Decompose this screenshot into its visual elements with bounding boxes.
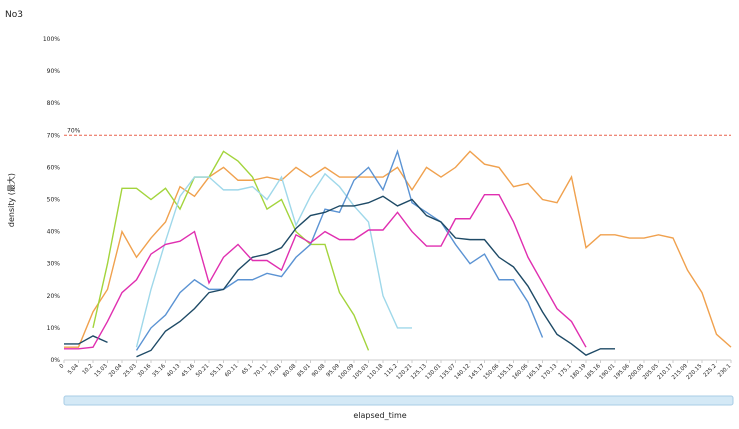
series-line (64, 195, 615, 358)
y-tick-label: 10% (47, 325, 61, 332)
x-tick-label: 60.11 (224, 363, 239, 378)
threshold-label: 70% (67, 127, 81, 134)
series-line (92, 150, 370, 351)
chart-title: No3 (5, 10, 23, 20)
x-tick-label: 40.13 (166, 363, 182, 379)
x-tick-label: 0 (59, 363, 66, 370)
y-tick-label: 80% (47, 100, 61, 107)
y-tick-label: 30% (47, 261, 61, 268)
y-tick-label: 20% (47, 293, 61, 300)
x-tick-label: 85.01 (297, 363, 312, 378)
series-line (64, 150, 732, 348)
series-line (64, 193, 587, 350)
x-tick-label: 15.03 (94, 363, 110, 379)
x-tick-label: 50.21 (195, 363, 210, 378)
x-tick-label: 90.08 (311, 363, 327, 379)
x-tick-label: 30.16 (137, 363, 153, 379)
x-tick-label: 45.16 (181, 363, 197, 379)
series-line (135, 172, 412, 348)
x-tick-label: 70.11 (253, 363, 268, 378)
x-tick-label: 220.15 (686, 363, 704, 381)
scrollbar[interactable] (63, 395, 734, 406)
x-axis-label: elapsed_time (353, 411, 406, 420)
x-tick-label: 230.1 (717, 363, 732, 378)
x-tick-label: 75.01 (268, 363, 283, 378)
y-tick-label: 40% (47, 229, 61, 236)
y-tick-label: 90% (47, 68, 61, 75)
x-tick-label: 5.04 (67, 363, 80, 376)
x-tick-label: 25.03 (123, 363, 139, 379)
x-tick-label: 20.04 (108, 363, 124, 379)
series-line (135, 149, 544, 351)
y-tick-label: 60% (47, 164, 61, 171)
x-tick-label: 225.2 (703, 363, 718, 378)
x-tick-label: 35.16 (152, 363, 168, 379)
y-tick-label: 70% (47, 132, 61, 139)
x-tick-label: 110.18 (367, 363, 385, 381)
y-tick-label: 100% (43, 36, 60, 43)
y-tick-label: 50% (47, 197, 61, 204)
y-axis-label: density (最大) (6, 173, 16, 227)
x-tick-label: 55.13 (210, 363, 226, 379)
x-tick-label: 80.08 (282, 363, 298, 379)
x-tick-label: 170.13 (541, 363, 559, 381)
y-tick-label: 0% (50, 357, 60, 364)
